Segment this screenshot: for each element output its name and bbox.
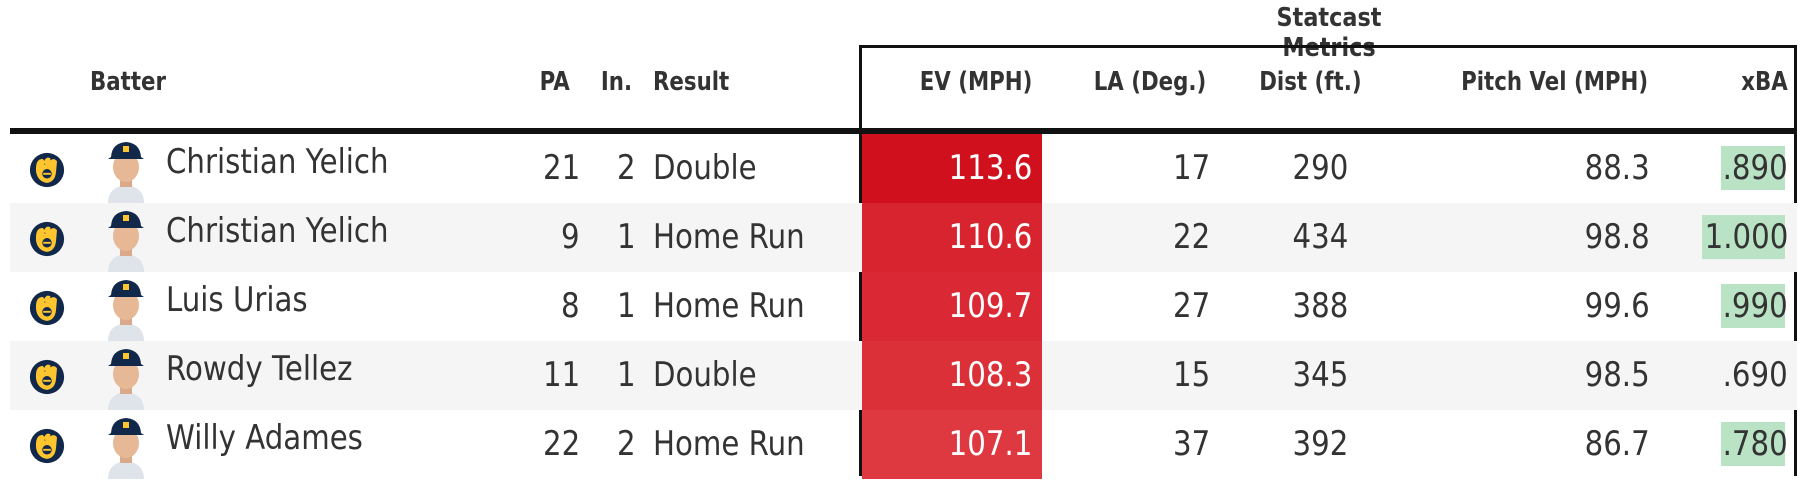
dist-value: 434: [1292, 217, 1348, 257]
table-row[interactable]: Christian Yelich 9 1 Home Run 110.6 22 434 98.8…: [10, 203, 1797, 272]
dist-value: 290: [1292, 148, 1348, 188]
ev-value: 107.1: [948, 424, 1032, 464]
header-ev[interactable]: EV (MPH): [919, 67, 1032, 97]
team-logo-icon: [28, 358, 66, 396]
xba-value: .780: [1722, 424, 1788, 464]
xba-highlight: [1721, 422, 1785, 466]
result-value: Home Run: [653, 286, 805, 326]
header-dist[interactable]: Dist (ft.): [1258, 67, 1362, 97]
la-value: 27: [1172, 286, 1210, 326]
pitch-vel-value: 98.5: [1584, 355, 1650, 395]
result-value: Home Run: [653, 424, 805, 464]
pa-value: 8: [561, 286, 580, 326]
team-logo-icon: [28, 289, 66, 327]
batter-name[interactable]: Willy Adames: [166, 418, 363, 458]
ev-heat-cell: 113.6: [862, 134, 1042, 203]
inning-value: 2: [617, 148, 636, 188]
header-batter[interactable]: Batter: [90, 67, 167, 97]
ev-heat-cell: 107.1: [862, 410, 1042, 479]
xba-value: .990: [1722, 286, 1788, 326]
pa-value: 11: [542, 355, 580, 395]
ev-heat-cell: 109.7: [862, 272, 1042, 341]
header-pitch-vel[interactable]: Pitch Vel (MPH): [1460, 67, 1648, 97]
xba-highlight: [1721, 284, 1785, 328]
pitch-vel-value: 99.6: [1584, 286, 1650, 326]
result-value: Double: [653, 148, 757, 188]
table-row[interactable]: Willy Adames 22 2 Home Run 107.1 37 392 86.7.78…: [10, 410, 1797, 479]
dist-value: 345: [1292, 355, 1348, 395]
header-xba[interactable]: xBA: [1741, 67, 1788, 97]
table-row[interactable]: Christian Yelich 21 2 Double 113.6 17 290 88.3.…: [10, 134, 1797, 203]
batter-name[interactable]: Rowdy Tellez: [166, 349, 353, 389]
player-headshot: [100, 413, 152, 479]
xba-value: .690: [1722, 355, 1788, 395]
ev-heat-cell: 108.3: [862, 341, 1042, 410]
ev-value: 110.6: [948, 217, 1032, 257]
player-headshot: [100, 275, 152, 341]
ev-value: 113.6: [948, 148, 1032, 188]
ev-value: 108.3: [948, 355, 1032, 395]
batter-name[interactable]: Christian Yelich: [166, 142, 389, 182]
inning-value: 1: [617, 217, 636, 257]
header-divider: [10, 128, 1797, 134]
header-pa[interactable]: PA: [539, 67, 570, 97]
header-result[interactable]: Result: [653, 67, 730, 97]
team-logo-icon: [28, 220, 66, 258]
header-la[interactable]: LA (Deg.): [1093, 67, 1206, 97]
inning-value: 2: [617, 424, 636, 464]
dist-value: 388: [1292, 286, 1348, 326]
player-headshot: [100, 206, 152, 272]
dist-value: 392: [1292, 424, 1348, 464]
pitch-vel-value: 98.8: [1584, 217, 1650, 257]
result-value: Double: [653, 355, 757, 395]
xba-highlight: [1721, 146, 1785, 190]
ev-value: 109.7: [948, 286, 1032, 326]
pa-value: 21: [542, 148, 580, 188]
ev-heat-cell: 110.6: [862, 203, 1042, 272]
xba-value: .890: [1722, 148, 1788, 188]
la-value: 17: [1172, 148, 1210, 188]
statcast-metrics-title: Statcast Metrics: [1276, 3, 1382, 63]
table-row[interactable]: Rowdy Tellez 11 1 Double 108.3 15 345 98.5.690: [10, 341, 1797, 410]
table-row[interactable]: Luis Urias 8 1 Home Run 109.7 27 388 99.6 .990: [10, 272, 1797, 341]
team-logo-icon: [28, 151, 66, 189]
pitch-vel-value: 88.3: [1584, 148, 1650, 188]
xba-value: 1.000: [1704, 217, 1788, 257]
la-value: 22: [1172, 217, 1210, 257]
player-headshot: [100, 344, 152, 410]
pa-value: 22: [542, 424, 580, 464]
pitch-vel-value: 86.7: [1584, 424, 1650, 464]
header-inning[interactable]: In.: [600, 67, 632, 97]
player-headshot: [100, 137, 152, 203]
inning-value: 1: [617, 355, 636, 395]
batter-name[interactable]: Luis Urias: [166, 280, 308, 320]
inning-value: 1: [617, 286, 636, 326]
team-logo-icon: [28, 427, 66, 465]
la-value: 15: [1172, 355, 1210, 395]
xba-highlight: [1702, 215, 1785, 259]
la-value: 37: [1172, 424, 1210, 464]
result-value: Home Run: [653, 217, 805, 257]
batter-name[interactable]: Christian Yelich: [166, 211, 389, 251]
pa-value: 9: [561, 217, 580, 257]
